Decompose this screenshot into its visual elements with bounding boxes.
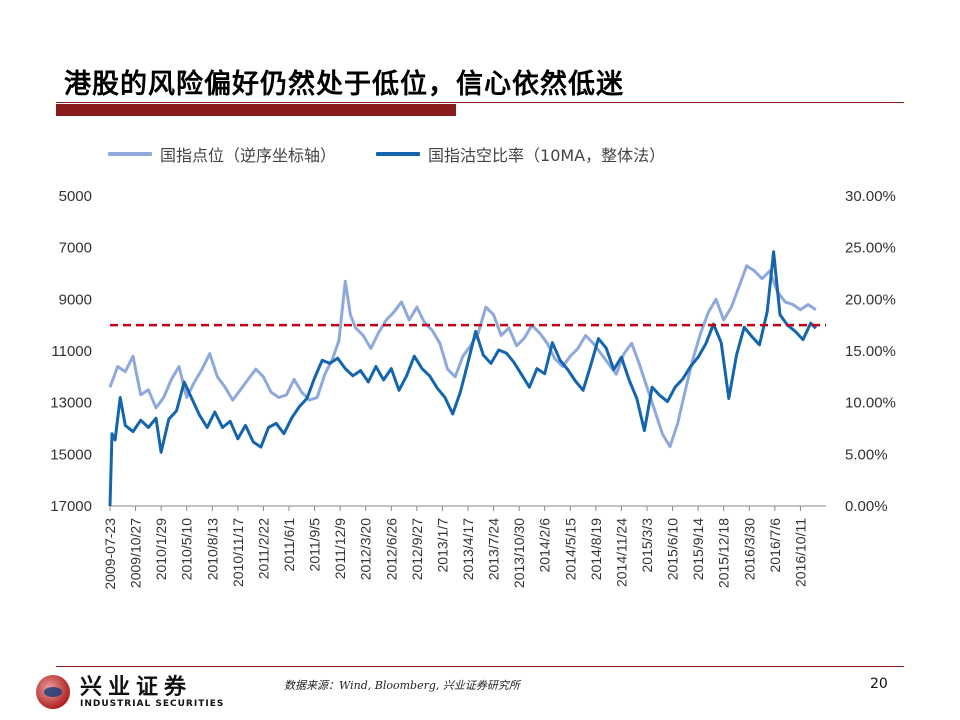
slide-title: 港股的风险偏好仍然处于低位，信心依然低迷 (64, 69, 624, 100)
company-logo: 兴业证券 INDUSTRIAL SECURITIES (36, 672, 224, 712)
right-axis-tick-label: 5.00% (845, 446, 888, 463)
chart-legend: 国指点位（逆序坐标轴） 国指沽空比率（10MA，整体法） (108, 143, 705, 165)
x-axis-tick-label: 2011/6/1 (281, 518, 297, 572)
x-axis-tick-label: 2016/10/11 (792, 518, 808, 587)
page-number: 20 (870, 676, 888, 692)
x-axis-tick-label: 2014/11/24 (613, 518, 629, 587)
x-axis-tick-label: 2013/1/7 (434, 518, 450, 573)
x-axis-tick-label: 2016/7/6 (767, 518, 783, 573)
left-axis-tick-label: 15000 (50, 446, 92, 463)
x-axis-tick-label: 2011/2/22 (255, 518, 271, 579)
x-axis-tick-label: 2012/3/20 (358, 518, 374, 580)
x-axis-tick-label: 2010/1/29 (153, 518, 169, 580)
right-axis-tick-label: 0.00% (845, 498, 888, 515)
logo-en-text: INDUSTRIAL SECURITIES (80, 698, 225, 709)
x-axis-tick-label: 2011/9/5 (307, 518, 323, 572)
right-axis-tick-label: 20.00% (845, 291, 896, 308)
x-axis-tick-label: 2009/10/27 (128, 518, 144, 588)
right-axis-tick-label: 30.00% (845, 188, 896, 205)
x-axis-tick-label: 2014/8/19 (588, 518, 604, 580)
legend-swatch-short-ratio (376, 152, 421, 156)
short-selling-ratio-line (108, 250, 817, 507)
x-axis-tick-label: 2016/3/30 (741, 518, 757, 580)
legend-item-index: 国指点位（逆序坐标轴） (108, 142, 336, 166)
x-axis-tick-label: 2014/5/15 (562, 518, 578, 580)
left-axis-tick-label: 9000 (59, 291, 92, 308)
x-axis-tick-label: 2012/6/26 (383, 518, 399, 580)
right-axis-tick-label: 25.00% (845, 240, 896, 257)
x-axis-tick-label: 2015/3/3 (639, 518, 655, 573)
x-axis-tick-label: 2013/7/24 (486, 518, 502, 580)
legend-label-index: 国指点位（逆序坐标轴） (160, 146, 337, 165)
right-axis-tick-label: 15.00% (845, 343, 896, 360)
title-accent-bar (56, 104, 456, 116)
left-axis-tick-label: 11000 (51, 343, 92, 360)
line-chart: 5000 7000 9000 11000 13000 15000 17000 0.00% 5.0… (50, 188, 896, 590)
x-axis-tick-label: 2014/2/6 (537, 518, 553, 573)
left-axis-tick-label: 17000 (50, 498, 92, 515)
index-level-line (108, 264, 817, 449)
logo-text: 兴业证券 INDUSTRIAL SECURITIES (80, 676, 224, 709)
logo-cn-text: 兴业证券 (80, 673, 193, 700)
title-divider (56, 102, 904, 103)
left-axis-tick-label: 5000 (59, 188, 92, 205)
data-source-note: 数据来源：Wind, Bloomberg, 兴业证券研究所 (284, 679, 520, 692)
x-axis-tick-label: 2015/9/14 (690, 518, 706, 580)
left-axis-tick-label: 7000 (59, 240, 92, 257)
right-axis-tick-label: 10.00% (845, 395, 896, 412)
x-axis-tick-label: 2012/9/27 (409, 518, 425, 580)
footer-divider (56, 666, 904, 667)
legend-label-short-ratio: 国指沽空比率（10MA，整体法） (428, 146, 666, 165)
x-axis-tick-label: 2010/8/13 (204, 518, 220, 580)
x-axis-tick-label: 2015/12/18 (716, 518, 732, 588)
x-axis-tick-label: 2011/12/9 (332, 518, 348, 579)
x-axis-tick-label: 2013/4/17 (460, 518, 476, 580)
x-axis-tick-label: 2013/10/30 (511, 518, 527, 588)
x-axis-tick-label: 2009-07-23 (102, 518, 118, 590)
x-axis-tick-label: 2010/11/17 (230, 518, 246, 587)
x-axis-tick-label: 2015/6/10 (665, 518, 681, 580)
logo-emblem-icon (36, 675, 70, 709)
left-axis-tick-label: 13000 (50, 395, 92, 412)
legend-swatch-index (108, 152, 152, 156)
legend-item-short-ratio: 国指沽空比率（10MA，整体法） (376, 142, 665, 166)
x-axis-tick-label: 2010/5/10 (179, 518, 195, 580)
